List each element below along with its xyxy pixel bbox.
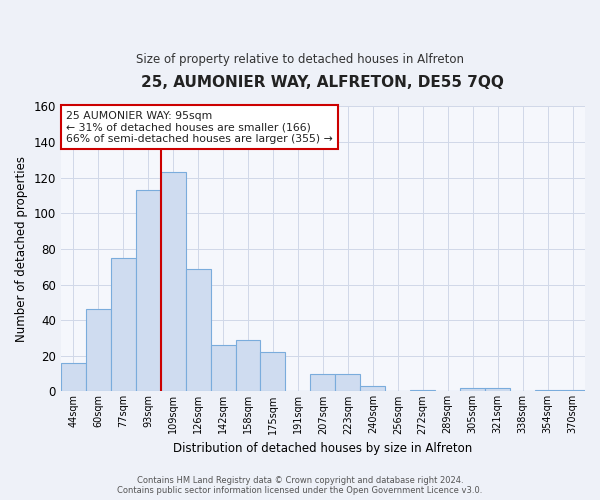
X-axis label: Distribution of detached houses by size in Alfreton: Distribution of detached houses by size …	[173, 442, 473, 455]
Title: 25, AUMONIER WAY, ALFRETON, DE55 7QQ: 25, AUMONIER WAY, ALFRETON, DE55 7QQ	[142, 75, 505, 90]
Bar	[61, 363, 86, 392]
Y-axis label: Number of detached properties: Number of detached properties	[15, 156, 28, 342]
Bar	[260, 352, 286, 392]
Bar	[560, 390, 585, 392]
Bar	[410, 390, 435, 392]
Text: 25 AUMONIER WAY: 95sqm
← 31% of detached houses are smaller (166)
66% of semi-de: 25 AUMONIER WAY: 95sqm ← 31% of detached…	[66, 110, 333, 144]
Bar	[111, 258, 136, 392]
Bar	[161, 172, 185, 392]
Bar	[86, 310, 111, 392]
Bar	[236, 340, 260, 392]
Bar	[485, 388, 510, 392]
Bar	[185, 268, 211, 392]
Text: Size of property relative to detached houses in Alfreton: Size of property relative to detached ho…	[136, 52, 464, 66]
Bar	[535, 390, 560, 392]
Bar	[361, 386, 385, 392]
Text: Contains HM Land Registry data © Crown copyright and database right 2024.
Contai: Contains HM Land Registry data © Crown c…	[118, 476, 482, 495]
Bar	[310, 374, 335, 392]
Bar	[136, 190, 161, 392]
Bar	[211, 345, 236, 392]
Bar	[460, 388, 485, 392]
Bar	[335, 374, 361, 392]
